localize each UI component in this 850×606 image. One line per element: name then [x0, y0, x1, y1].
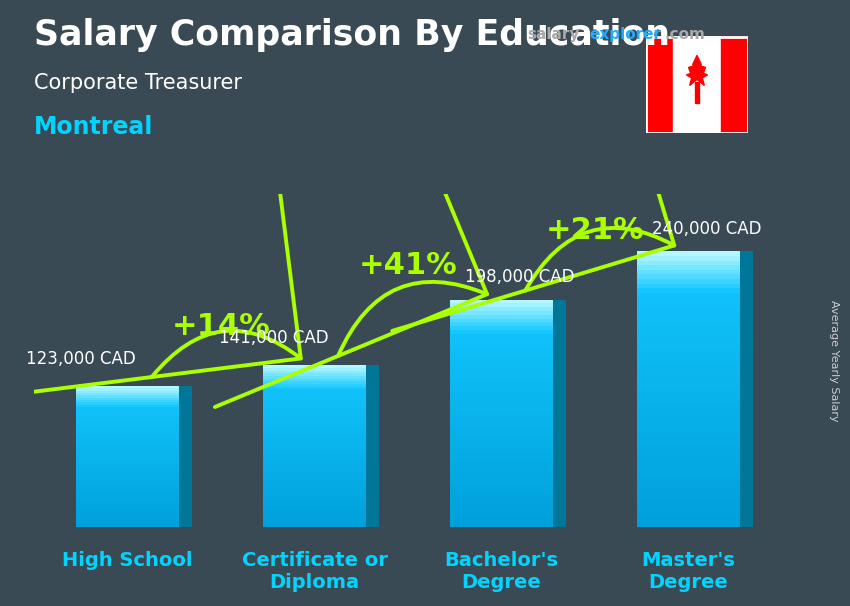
- Text: +14%: +14%: [172, 311, 270, 341]
- Text: Corporate Treasurer: Corporate Treasurer: [34, 73, 242, 93]
- FancyArrowPatch shape: [8, 66, 301, 395]
- Polygon shape: [552, 299, 566, 527]
- Text: Montreal: Montreal: [34, 115, 153, 139]
- Text: .com: .com: [665, 27, 706, 42]
- Text: Bachelor's
Degree: Bachelor's Degree: [445, 550, 558, 591]
- Polygon shape: [178, 386, 192, 527]
- FancyArrowPatch shape: [393, 0, 674, 331]
- Bar: [694, 82, 700, 104]
- Text: +21%: +21%: [546, 216, 644, 245]
- Bar: [721, 36, 748, 133]
- Text: 141,000 CAD: 141,000 CAD: [218, 329, 328, 347]
- Text: High School: High School: [62, 550, 193, 570]
- Polygon shape: [740, 251, 753, 527]
- Text: Salary Comparison By Education: Salary Comparison By Education: [34, 18, 670, 52]
- Text: 198,000 CAD: 198,000 CAD: [466, 268, 575, 286]
- Text: Master's
Degree: Master's Degree: [642, 550, 735, 591]
- Polygon shape: [366, 365, 379, 527]
- Text: +41%: +41%: [359, 251, 457, 280]
- Text: salary: salary: [527, 27, 580, 42]
- Text: Certificate or
Diploma: Certificate or Diploma: [241, 550, 388, 591]
- Text: explorer: explorer: [589, 27, 661, 42]
- Text: Average Yearly Salary: Average Yearly Salary: [830, 300, 839, 421]
- Text: 123,000 CAD: 123,000 CAD: [26, 350, 136, 367]
- Bar: [673, 36, 721, 133]
- Bar: [646, 36, 673, 133]
- Polygon shape: [687, 55, 707, 85]
- Text: 240,000 CAD: 240,000 CAD: [653, 220, 762, 238]
- FancyArrowPatch shape: [215, 22, 487, 407]
